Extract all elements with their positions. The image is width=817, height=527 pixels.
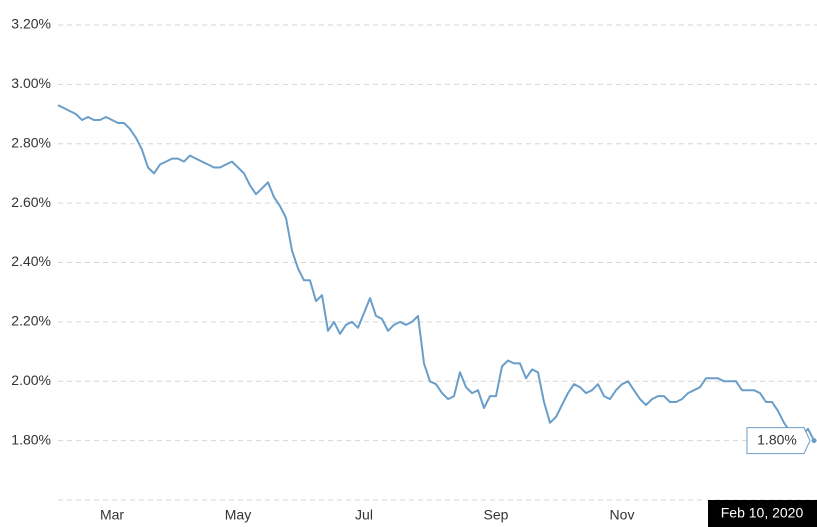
y-tick-label: 2.80% [11,134,51,150]
x-tick-label: May [225,507,251,523]
value-label: 1.80% [757,431,797,447]
y-tick-label: 2.40% [11,253,51,269]
y-tick-label: 3.20% [11,16,51,32]
y-tick-label: 2.00% [11,372,51,388]
x-tick-label: Nov [610,507,635,523]
crosshair-label-box [708,500,817,527]
y-tick-label: 2.60% [11,194,51,210]
y-tick-label: 1.80% [11,431,51,447]
x-tick-label: Mar [100,507,124,523]
line-series [57,104,815,442]
last-point [811,438,817,444]
value-label-box [746,427,811,455]
y-tick-label: 3.00% [11,75,51,91]
crosshair-x-label: Feb 10, 2020 [721,505,804,521]
y-tick-label: 2.20% [11,313,51,329]
x-tick-label: Sep [484,507,509,523]
x-tick-label: Jul [355,507,373,523]
